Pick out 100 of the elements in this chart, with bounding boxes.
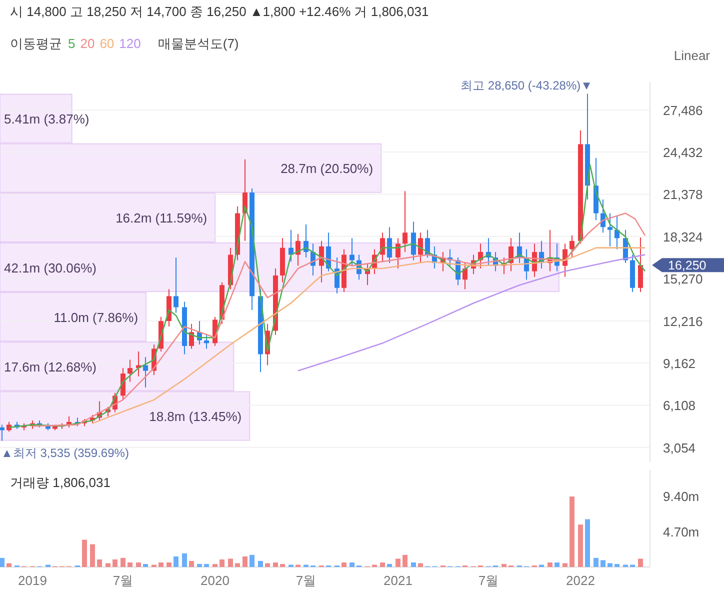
legend-title: 이동평균 (10, 36, 62, 51)
text: 5 (68, 36, 76, 51)
candlestick (174, 256, 178, 314)
data-label: 42.1m (30.06%) (4, 260, 96, 276)
bar (197, 564, 202, 567)
y-tick-label: 21,378 (663, 187, 703, 202)
bar (242, 556, 248, 567)
candlestick (411, 221, 416, 261)
data-label: 16.2m (11.59%) (116, 210, 208, 226)
x-tick-label: 7월 (296, 573, 316, 588)
y-tick-label: 4.70m (663, 524, 700, 540)
bar (112, 559, 118, 567)
y-tick-label: 24,432 (663, 145, 703, 160)
text: Linear (674, 48, 711, 63)
y-tick-label: 27,486 (663, 102, 703, 118)
bar (342, 562, 346, 567)
bar (120, 558, 126, 567)
candlestick (638, 236, 643, 293)
y-tick-label: 6,108 (663, 398, 696, 414)
text: 60 (100, 36, 114, 51)
y-tick-label: 15,270 (663, 272, 703, 287)
x-tick-label: 2020 (200, 573, 230, 588)
bar (578, 524, 583, 567)
candlestick (396, 238, 400, 270)
bar (570, 496, 574, 567)
bar (228, 558, 233, 567)
bar (250, 554, 254, 567)
candlestick (462, 262, 468, 290)
annotation: 최고 28,650 (-43.28%)▼ (460, 78, 592, 93)
y-tick-label: 9.40m (663, 488, 700, 504)
bar (273, 562, 278, 567)
chart-title: 거래량 1,806,031 (10, 475, 110, 490)
text: 20 (80, 36, 95, 51)
bar (235, 563, 240, 567)
bar (212, 564, 218, 567)
bar (189, 560, 194, 567)
bar (554, 562, 560, 567)
bar (280, 564, 285, 567)
candlestick (0, 424, 4, 442)
bar (411, 562, 416, 567)
bar (418, 563, 423, 567)
y-tick-label: 3,054 (663, 440, 696, 456)
candlestick (204, 334, 209, 350)
x-tick-label: 7월 (112, 573, 134, 588)
candlestick (570, 234, 574, 258)
chart-title: 시 14,800 고 18,250 저 14,700 종 16,250 ▲1,800 +12.46% 거 1,806,031 (10, 4, 429, 19)
bar (106, 563, 110, 567)
data-label: 28.7m (20.50%) (280, 161, 374, 176)
chart-title: 매물분석도(7) (158, 36, 239, 51)
y-tick-label: 12,216 (663, 314, 703, 329)
data-label: 18.8m (13.45%) (149, 409, 242, 424)
text: 16,250 (668, 258, 706, 273)
bar (380, 562, 385, 567)
bar (158, 562, 164, 567)
bar (502, 564, 506, 567)
bar (594, 558, 598, 567)
y-tick-label: 18,324 (663, 229, 703, 244)
candlestick (608, 212, 612, 247)
candlestick (402, 190, 408, 252)
data-label: 11.0m (7.86%) (54, 310, 138, 325)
bar (0, 558, 4, 567)
bar (82, 540, 87, 567)
data-label: 5.41m (3.87%) (4, 112, 90, 127)
x-tick-label: 2021 (384, 573, 412, 588)
bar (143, 564, 148, 567)
bar (638, 558, 643, 567)
bar (90, 544, 95, 567)
candlestick (387, 226, 392, 264)
bar (402, 554, 408, 567)
bar (614, 564, 620, 567)
annotation: ▲최저 3,535 (359.69%) (1, 446, 129, 460)
bar (608, 563, 612, 567)
bar (128, 562, 132, 567)
bar (220, 559, 224, 567)
bar (350, 562, 354, 567)
bar (585, 519, 590, 567)
bar (97, 559, 102, 567)
x-tick-label: 2022 (566, 573, 595, 588)
bar (258, 560, 263, 567)
y-tick-label: 9,162 (663, 356, 696, 372)
text: 120 (119, 36, 141, 51)
bar (182, 553, 187, 567)
bar (600, 560, 606, 567)
candlestick (189, 323, 194, 350)
candlestick (143, 356, 148, 388)
x-tick-label: 7월 (478, 573, 499, 588)
bar (548, 562, 552, 567)
bar (265, 563, 270, 567)
candlestick (350, 238, 354, 266)
bar (396, 558, 400, 567)
candlestick (120, 368, 126, 400)
x-tick-label: 2019 (18, 573, 47, 588)
bar (6, 563, 12, 567)
candlestick (128, 359, 132, 382)
candlestick (418, 232, 423, 264)
bar (166, 562, 172, 567)
bar (562, 563, 568, 567)
bar (174, 556, 178, 567)
bar (136, 562, 141, 567)
bar (387, 564, 392, 567)
